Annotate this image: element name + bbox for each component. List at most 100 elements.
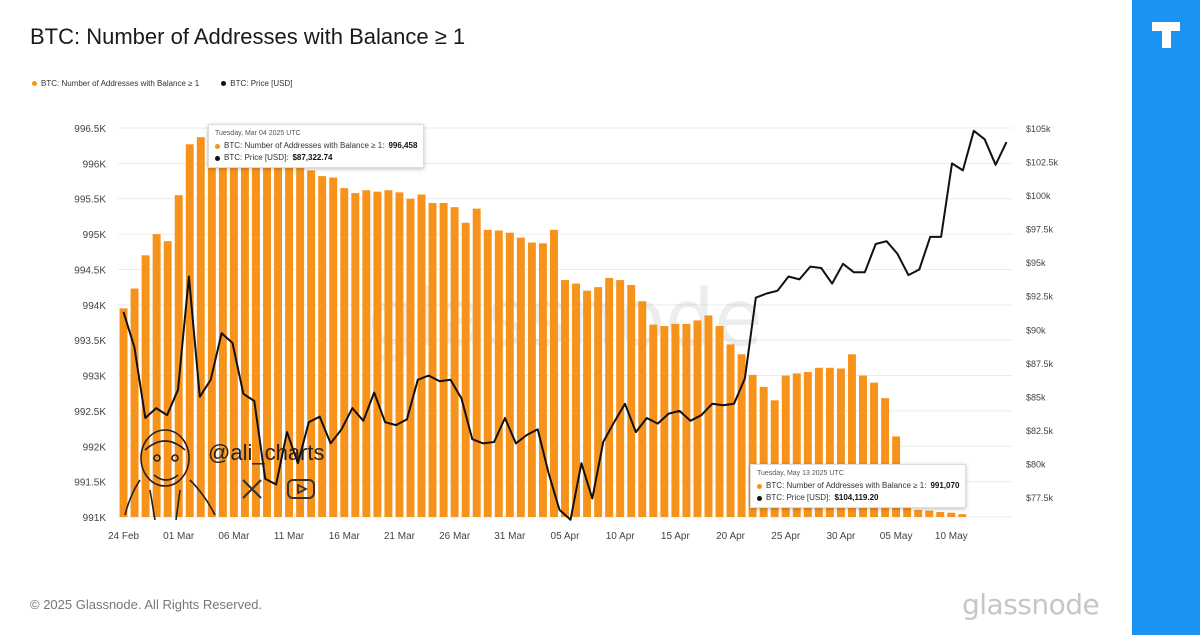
legend-item-addresses[interactable]: BTC: Number of Addresses with Balance ≥ …: [32, 79, 199, 88]
y-right-tick-label: $77.5k: [1026, 493, 1054, 503]
app-logo-icon[interactable]: [1148, 16, 1184, 52]
y-right-tick-label: $85k: [1026, 392, 1046, 402]
legend-price-label: BTC: Price [USD]: [230, 79, 293, 88]
bar: [163, 241, 172, 517]
youtube-icon: [287, 479, 315, 499]
tooltip-price-dot-icon: [757, 495, 762, 501]
bar: [130, 288, 139, 517]
bar: [516, 237, 525, 518]
legend-addresses-dot-icon: [32, 81, 37, 86]
bar: [671, 323, 680, 517]
x-tick-label: 11 Mar: [274, 531, 305, 542]
bar: [925, 510, 934, 517]
bar: [958, 514, 967, 517]
y-left-tick-label: 996K: [83, 159, 107, 170]
chart-svg: glassnode991K991.5K992K992.5K993K993.5K9…: [74, 124, 1059, 542]
x-tick-label: 26 Mar: [439, 531, 471, 542]
y-left-tick-label: 995K: [83, 230, 107, 241]
right-sidebar: [1132, 0, 1200, 635]
tooltip-price-dot-icon: [215, 155, 220, 161]
y-left-tick-label: 994K: [83, 301, 107, 312]
bar: [240, 156, 249, 518]
bar: [682, 323, 691, 517]
legend-item-price[interactable]: BTC: Price [USD]: [221, 79, 292, 88]
bar: [914, 509, 923, 517]
legend-price-dot-icon: [221, 81, 227, 86]
ali-charts-avatar-icon: [124, 429, 216, 520]
y-right-tick-label: $87.5k: [1026, 359, 1054, 369]
x-tick-label: 01 Mar: [163, 531, 195, 542]
tooltip-addresses-value: 996,458: [388, 141, 418, 150]
bar: [859, 375, 867, 517]
bar: [605, 277, 614, 517]
bar: [395, 192, 404, 517]
x-tick-label: 06 Mar: [218, 531, 250, 542]
tooltip-date: Tuesday, Mar 04 2025 UTC: [215, 130, 301, 137]
x-tick-label: 20 Apr: [716, 531, 746, 542]
tooltip-price-label: BTC: Price [USD]:: [766, 493, 831, 502]
bar: [263, 156, 271, 518]
bar: [870, 382, 879, 517]
tooltip-row-addresses: BTC: Number of Addresses with Balance ≥ …: [757, 480, 959, 492]
chart-legend: BTC: Number of Addresses with Balance ≥ …: [32, 79, 292, 88]
bar: [483, 229, 492, 517]
bar: [594, 287, 603, 517]
bar: [207, 130, 216, 517]
bar: [737, 354, 746, 517]
bar: [693, 320, 702, 517]
y-right-tick-label: $95k: [1026, 258, 1046, 268]
bar: [616, 280, 625, 517]
bar: [627, 285, 636, 517]
tooltip-addresses-value: 991,070: [930, 481, 960, 490]
x-tick-label: 21 Mar: [384, 531, 416, 542]
x-tick-label: 24 Feb: [108, 531, 140, 542]
tooltip-row-price: BTC: Price [USD]: $104,119.20: [757, 492, 959, 504]
x-tick-label: 10 May: [935, 531, 968, 542]
y-right-tick-label: $102.5k: [1026, 158, 1059, 168]
x-tick-label: 15 Apr: [661, 531, 691, 542]
tooltip-mar-04: Tuesday, Mar 04 2025 UTC BTC: Number of …: [208, 124, 425, 168]
y-left-tick-label: 991.5K: [74, 478, 106, 489]
footer-brand-logo[interactable]: glassnode: [962, 588, 1100, 621]
bar: [748, 374, 757, 517]
bar: [417, 194, 426, 517]
x-tick-label: 31 Mar: [494, 531, 526, 542]
y-left-tick-label: 995.5K: [74, 195, 106, 206]
bar: [936, 512, 945, 517]
bar: [351, 193, 360, 517]
bar: [660, 326, 669, 517]
y-right-tick-label: $82.5k: [1026, 426, 1054, 436]
y-right-tick-label: $105k: [1026, 124, 1051, 134]
bar: [781, 375, 790, 517]
tooltip-addresses-label: BTC: Number of Addresses with Balance ≥ …: [766, 481, 927, 490]
bar: [903, 506, 912, 517]
bar: [185, 144, 194, 517]
bar: [494, 230, 503, 517]
bar: [119, 308, 128, 517]
chart-title: BTC: Number of Addresses with Balance ≥ …: [30, 24, 466, 49]
bar: [406, 198, 415, 517]
tooltip-addresses-dot-icon: [215, 143, 220, 149]
tooltip-price-value: $87,322.74: [292, 153, 333, 162]
x-tick-label: 16 Mar: [329, 531, 361, 542]
bar: [196, 137, 205, 517]
tooltip-price-label: BTC: Price [USD]:: [224, 153, 289, 162]
y-left-tick-label: 996.5K: [74, 124, 106, 135]
tooltip-row-price: BTC: Price [USD]: $87,322.74: [215, 152, 417, 164]
bar: [704, 315, 713, 517]
bar: [318, 176, 327, 517]
bar: [329, 177, 338, 517]
y-left-tick-label: 992K: [83, 442, 107, 453]
bar: [362, 190, 371, 518]
y-left-tick-label: 991K: [83, 513, 107, 524]
tooltip-addresses-label: BTC: Number of Addresses with Balance ≥ …: [224, 141, 385, 150]
y-right-tick-label: $92.5k: [1026, 292, 1054, 302]
bar: [803, 372, 812, 517]
bar: [792, 373, 801, 517]
tooltip-price-value: $104,119.20: [834, 493, 879, 502]
tooltip-date: Tuesday, May 13 2025 UTC: [757, 470, 844, 477]
footer-copyright: © 2025 Glassnode. All Rights Reserved.: [30, 597, 263, 612]
bar: [770, 400, 779, 517]
bar: [881, 398, 890, 517]
bar: [538, 243, 547, 517]
